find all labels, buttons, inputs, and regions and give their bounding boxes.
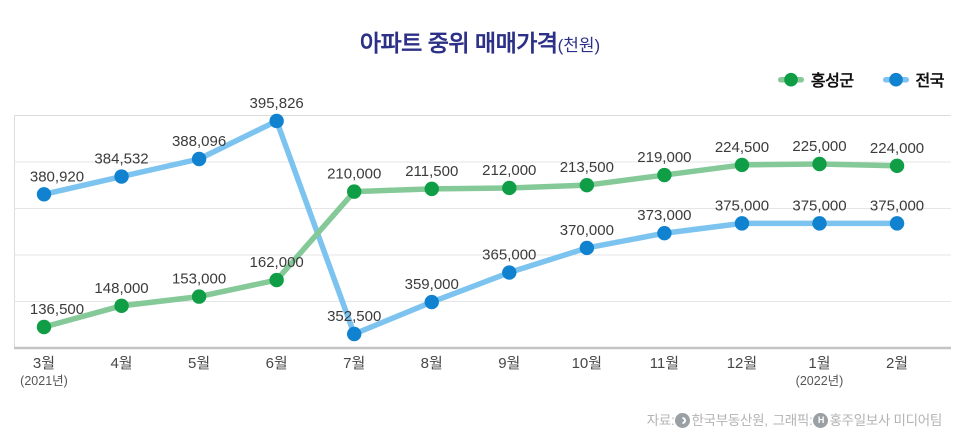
hongseong-data-point: [889, 158, 905, 174]
legend-item-hongseong: 홍성군: [777, 67, 854, 91]
x-axis-label: 3월: [33, 355, 55, 372]
hongseong-value-label: 219,000: [637, 149, 691, 166]
source-text: 한국부동산원,: [691, 413, 768, 428]
national-data-point: [424, 294, 439, 310]
x-axis-label: 2월: [886, 355, 908, 372]
x-axis-year-note: (2021년): [20, 374, 68, 388]
national-data-point: [269, 113, 284, 129]
x-axis-label: 1월: [808, 355, 830, 372]
x-axis-label: 12월: [727, 355, 758, 372]
x-axis-label: 7월: [343, 355, 365, 372]
hongseong-data-point: [191, 289, 207, 304]
chart-title-text: 아파트 중위 매매가격: [359, 30, 558, 56]
national-value-label: 370,000: [560, 222, 614, 239]
legend-marker-hongseong: [777, 72, 804, 86]
national-value-label: 384,532: [94, 151, 148, 168]
krea-logo-icon: [675, 412, 691, 428]
national-value-label: 375,000: [870, 197, 924, 214]
national-value-label: 352,500: [327, 308, 381, 325]
x-axis-label: 6월: [266, 355, 288, 372]
hongseong-data-point: [424, 181, 439, 197]
credit-text: 홍주일보사 미디어팀: [829, 413, 942, 428]
hongseong-value-label: 153,000: [172, 271, 226, 288]
hongseong-value-label: 224,500: [715, 139, 769, 156]
hongseong-value-label: 212,000: [482, 162, 536, 179]
national-data-point: [347, 326, 362, 342]
national-value-label: 380,920: [30, 168, 84, 185]
legend: 홍성군 전국: [777, 67, 945, 91]
x-axis-label: 4월: [110, 355, 132, 372]
national-value-label: 395,826: [250, 95, 304, 112]
source-credit: 자료: 한국부동산원, 그래픽: H 홍주일보사 미디어팀: [647, 409, 942, 429]
x-axis-year-note: (2022년): [796, 374, 844, 388]
national-series-line: [41, 118, 900, 337]
hongjuilbo-logo-icon: H: [813, 412, 829, 428]
hongseong-data-point: [502, 180, 517, 196]
hongseong-data-point: [579, 177, 595, 193]
source-label: 자료:: [646, 413, 675, 428]
national-value-label: 375,000: [792, 197, 846, 214]
national-data-point: [36, 187, 52, 202]
national-value-label: 373,000: [637, 207, 691, 224]
x-axis-label: 5월: [188, 355, 210, 372]
national-data-point: [812, 216, 827, 231]
national-value-label: 388,096: [172, 133, 226, 150]
chart-title: 아파트 중위 매매가격(천원): [0, 24, 960, 58]
hongseong-data-point: [734, 157, 750, 173]
x-axis-label: 9월: [498, 355, 520, 372]
hongseong-data-point: [36, 319, 52, 335]
hongseong-data-point: [657, 167, 672, 183]
x-axis-label: 11월: [650, 355, 679, 372]
national-data-point: [734, 216, 750, 231]
hongseong-value-label: 136,500: [30, 301, 84, 318]
legend-marker-national: [882, 72, 909, 86]
x-axis-label: 8월: [421, 355, 443, 372]
national-data-point: [579, 240, 595, 256]
hongseong-value-label: 211,500: [405, 163, 458, 180]
hongseong-series-line: [41, 161, 900, 330]
national-data-point: [502, 265, 517, 280]
hongseong-value-label: 210,000: [327, 166, 381, 183]
hongseong-value-label: 148,000: [94, 280, 148, 297]
hongseong-value-label: 213,500: [560, 159, 614, 176]
hongseong-data-point: [347, 184, 362, 199]
national-value-label: 365,000: [482, 247, 536, 264]
national-value-label: 359,000: [405, 276, 459, 293]
national-data-point: [657, 226, 672, 241]
hongseong-data-point: [269, 272, 284, 288]
national-data-point: [114, 169, 129, 184]
legend-item-national: 전국: [882, 67, 945, 91]
chart-title-unit: (천원): [557, 36, 601, 55]
legend-label: 홍성군: [810, 73, 854, 90]
hongseong-value-label: 224,000: [870, 140, 924, 157]
national-data-point: [191, 151, 207, 167]
hongseong-data-point: [812, 156, 827, 172]
national-value-label: 375,000: [715, 197, 769, 214]
legend-label: 전국: [915, 73, 945, 90]
graphic-label: 그래픽:: [772, 413, 813, 428]
hongseong-value-label: 225,000: [792, 138, 846, 155]
hongseong-data-point: [114, 298, 129, 314]
national-data-point: [889, 216, 905, 231]
hongseong-value-label: 162,000: [250, 254, 304, 271]
x-axis-label: 10월: [572, 355, 603, 372]
